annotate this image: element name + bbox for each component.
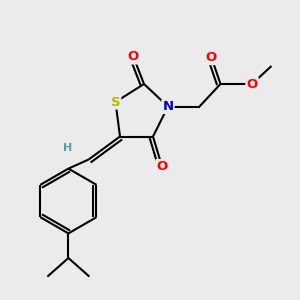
Text: O: O: [246, 77, 258, 91]
Text: O: O: [156, 160, 168, 173]
Text: N: N: [162, 100, 174, 113]
Text: H: H: [63, 142, 72, 153]
Text: O: O: [128, 50, 139, 64]
Text: S: S: [111, 95, 120, 109]
Text: O: O: [206, 51, 217, 64]
